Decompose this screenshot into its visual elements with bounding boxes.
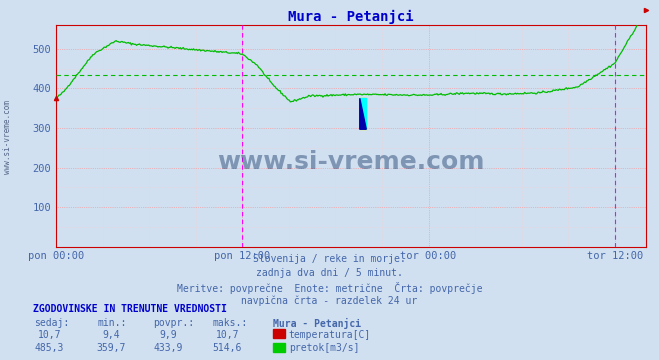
- Text: temperatura[C]: temperatura[C]: [289, 330, 371, 341]
- Text: ZGODOVINSKE IN TRENUTNE VREDNOSTI: ZGODOVINSKE IN TRENUTNE VREDNOSTI: [33, 304, 227, 314]
- Text: 485,3: 485,3: [35, 343, 64, 354]
- Text: 514,6: 514,6: [213, 343, 242, 354]
- Text: 9,9: 9,9: [159, 330, 177, 341]
- Text: www.si-vreme.com: www.si-vreme.com: [217, 150, 484, 175]
- Text: pretok[m3/s]: pretok[m3/s]: [289, 343, 359, 354]
- Text: maks.:: maks.:: [212, 318, 247, 328]
- Text: 433,9: 433,9: [154, 343, 183, 354]
- Text: povpr.:: povpr.:: [153, 318, 194, 328]
- Text: 9,4: 9,4: [102, 330, 119, 341]
- Title: Mura - Petanjci: Mura - Petanjci: [288, 10, 414, 24]
- Text: www.si-vreme.com: www.si-vreme.com: [3, 100, 13, 174]
- Text: navpična črta - razdelek 24 ur: navpična črta - razdelek 24 ur: [241, 295, 418, 306]
- Text: 10,7: 10,7: [215, 330, 239, 341]
- Text: 10,7: 10,7: [38, 330, 61, 341]
- Bar: [360, 98, 366, 129]
- Text: Meritve: povprečne  Enote: metrične  Črta: povprečje: Meritve: povprečne Enote: metrične Črta:…: [177, 282, 482, 294]
- Text: Mura - Petanjci: Mura - Petanjci: [273, 318, 362, 329]
- Text: zadnja dva dni / 5 minut.: zadnja dva dni / 5 minut.: [256, 268, 403, 278]
- Text: sedaj:: sedaj:: [34, 318, 69, 328]
- Text: min.:: min.:: [98, 318, 127, 328]
- Text: Slovenija / reke in morje.: Slovenija / reke in morje.: [253, 254, 406, 264]
- Polygon shape: [360, 98, 366, 129]
- Text: 359,7: 359,7: [96, 343, 125, 354]
- Polygon shape: [360, 98, 366, 129]
